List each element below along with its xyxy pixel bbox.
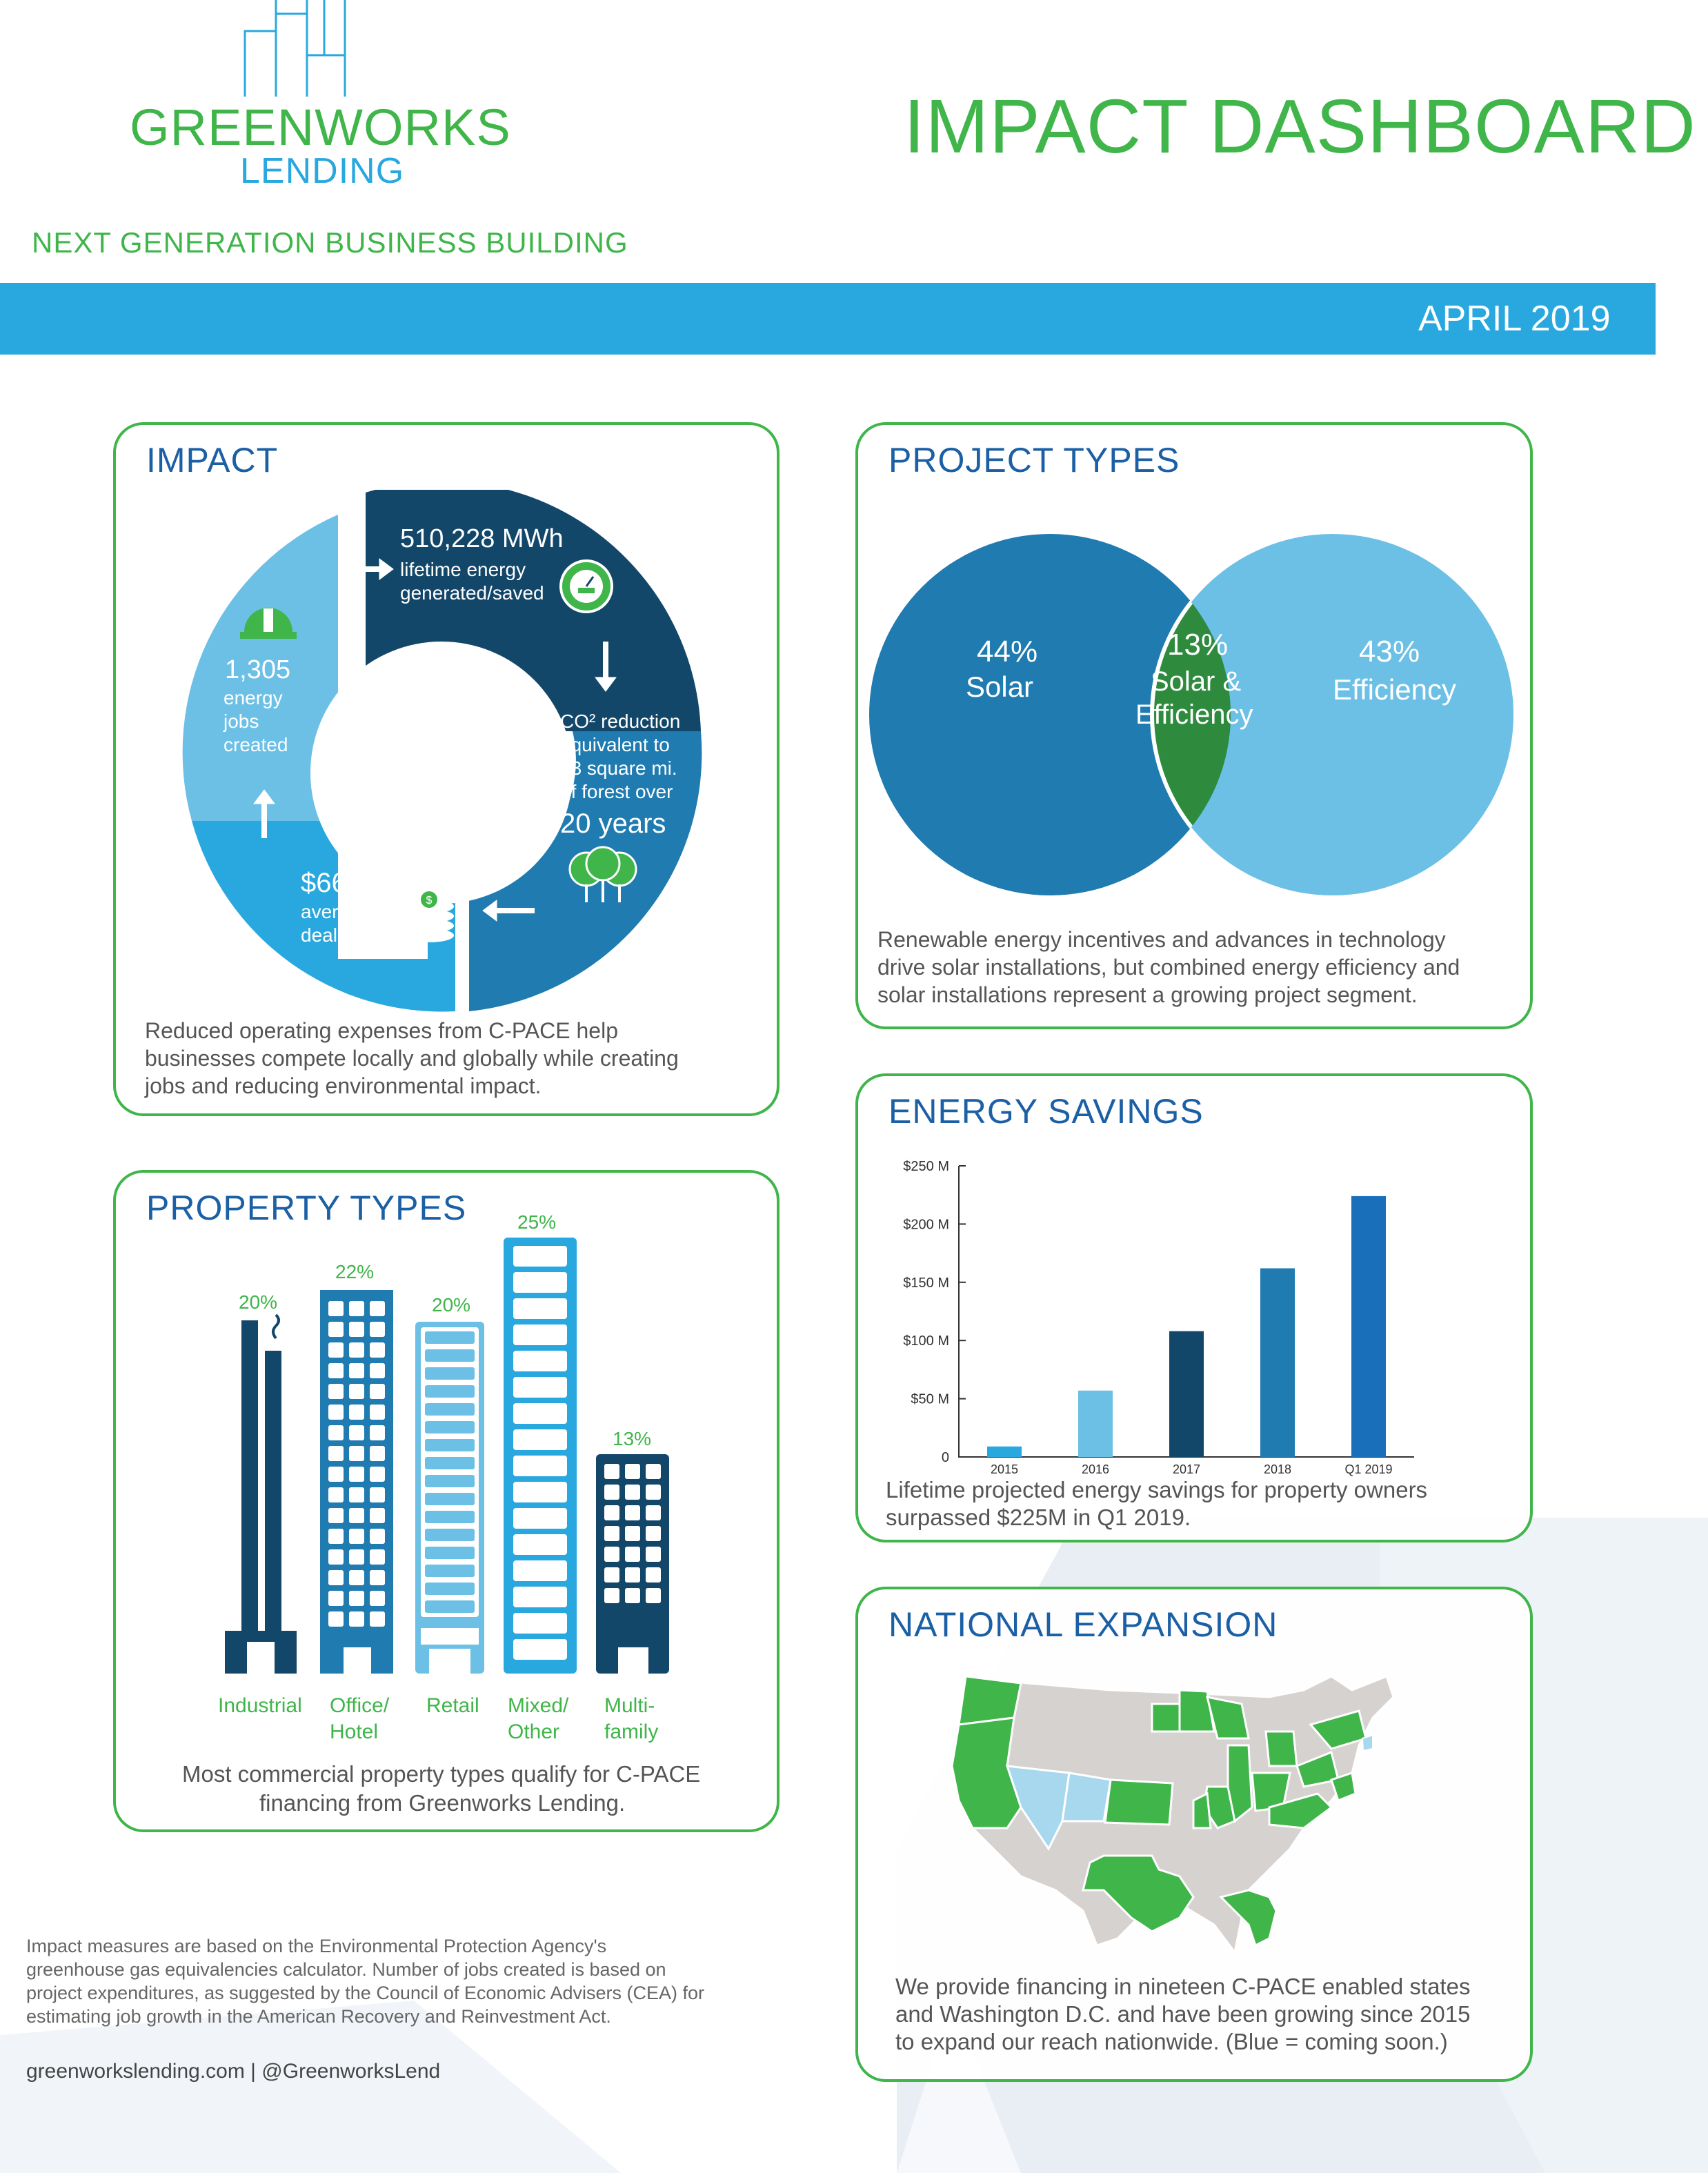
project-description-2: drive solar installations, but combined … [877,955,1460,980]
x-tick-label: 2017 [1173,1462,1200,1476]
co2-line-5: 20 years [560,808,666,839]
bar [1351,1195,1386,1457]
office-building-icon [320,1290,393,1674]
expansion-description-1: We provide financing in nineteen C-PACE … [895,1974,1471,1999]
multifamily-label-2: family [604,1720,659,1743]
y-tick-label: $50 M [911,1392,949,1407]
energy-savings-bar-chart: 0 $50 M $100 M $150 M $200 M $250 M 2015 2016 20… [903,1159,1414,1476]
hardhat-icon [240,608,297,639]
multifamily-percent: 13% [613,1428,652,1449]
x-tick-label: 2016 [1082,1462,1109,1476]
y-tick-label: $200 M [903,1217,949,1232]
expansion-description-3: to expand our reach nationwide. (Blue = … [895,2029,1448,2054]
project-description-3: solar installations represent a growing … [877,982,1418,1007]
jobs-label-1: energy [224,687,283,708]
footer-note-4: estimating job growth in the American Re… [26,2006,611,2027]
office-percent: 22% [335,1261,375,1282]
buildings-illustration [225,1238,669,1674]
mixed-label-2: Other [508,1720,560,1743]
meter-icon [559,559,613,613]
multifamily-label-1: Multi- [604,1694,655,1717]
deal-label-1: average [301,901,371,922]
x-tick-label: 2015 [991,1462,1018,1476]
tagline: NEXT GENERATION BUSINESS BUILDING [32,226,628,259]
energy-label-1: lifetime energy [400,559,526,580]
mixed-percent: 25% [517,1211,557,1233]
footer-note-3: project expenditures, as suggested by th… [26,1983,704,2003]
energy-savings-panel: ENERGY SAVINGS [855,1073,1533,1542]
co2-line-2: equivalent to [560,734,670,755]
y-tick-label: $150 M [903,1276,949,1291]
national-expansion-title: NATIONAL EXPANSION [888,1605,1278,1644]
us-map [951,1675,1395,1955]
footer-note-1: Impact measures are based on the Environ… [26,1936,607,1956]
deal-value: $660K [301,868,381,898]
industrial-percent: 20% [239,1291,278,1313]
bar [1169,1331,1204,1457]
energy-label-2: generated/saved [400,582,544,604]
property-types-title: PROPERTY TYPES [146,1189,467,1227]
expansion-description-2: and Washington D.C. and have been growin… [895,2001,1471,2027]
retail-building-icon [415,1322,484,1674]
office-label-1: Office/ [330,1694,390,1717]
efficiency-label: Efficiency [1333,673,1456,706]
co2-line-3: 33 square mi. [560,757,677,779]
svg-text:$: $ [426,895,433,906]
energy-savings-title: ENERGY SAVINGS [888,1092,1204,1131]
logo-subtitle: LENDING [240,151,405,191]
efficiency-percent: 43% [1359,635,1420,668]
energy-description-1: Lifetime projected energy savings for pr… [886,1477,1428,1502]
footer-note-2: greenhouse gas equivalencies calculator.… [26,1959,666,1980]
office-label-2: Hotel [330,1720,379,1743]
bar [987,1446,1022,1457]
property-description-1: Most commercial property types qualify f… [182,1761,701,1787]
impact-description-1: Reduced operating expenses from C-PACE h… [145,1018,618,1043]
x-tick-label: 2018 [1264,1462,1291,1476]
both-label-1: Solar & [1151,666,1242,697]
solar-percent: 44% [977,635,1038,668]
y-tick-label: 0 [942,1450,949,1465]
jobs-label-2: jobs [224,711,259,732]
both-label-2: Efficiency [1135,699,1253,730]
multifamily-building-icon [596,1454,669,1674]
x-tick-label: Q1 2019 [1344,1462,1392,1476]
date-label: APRIL 2019 [1418,299,1611,339]
greenworks-logo-icon [244,0,346,97]
date-banner [0,283,1656,355]
impact-description-2: businesses compete locally and globally … [145,1046,679,1071]
co2-line-1: CO² reduction [560,711,681,732]
retail-percent: 20% [432,1294,471,1316]
energy-value: 510,228 MWh [400,524,564,553]
deal-label-2: deal size [301,924,377,946]
y-tick-label: $100 M [903,1333,949,1349]
property-description-2: financing from Greenworks Lending. [259,1790,626,1816]
energy-description-2: surpassed $225M in Q1 2019. [886,1505,1191,1530]
bar [1260,1268,1295,1457]
industrial-label: Industrial [218,1694,302,1717]
jobs-label-3: created [224,734,288,755]
venn-diagram [869,534,1513,895]
coins-icon: $ [404,891,454,942]
retail-label: Retail [426,1694,479,1717]
impact-title: IMPACT [146,441,279,479]
page-title: IMPACT DASHBOARD [904,84,1696,169]
industrial-building-icon [225,1313,297,1674]
y-tick-label: $250 M [903,1159,949,1174]
trees-icon [568,846,637,902]
impact-description-3: jobs and reducing environmental impact. [145,1073,542,1098]
mixed-building-icon [504,1238,577,1674]
both-percent: 13% [1167,628,1229,662]
footer-links[interactable]: greenworkslending.com | @GreenworksLend [26,2060,441,2083]
logo-wordmark: GREENWORKS [130,99,511,156]
project-types-title: PROJECT TYPES [888,441,1180,479]
jobs-value: 1,305 [225,655,291,684]
co2-line-4: of forest over [560,781,673,802]
mixed-label-1: Mixed/ [508,1694,569,1717]
bar [1078,1390,1113,1457]
project-description-1: Renewable energy incentives and advances… [877,927,1446,952]
solar-label: Solar [966,671,1034,703]
